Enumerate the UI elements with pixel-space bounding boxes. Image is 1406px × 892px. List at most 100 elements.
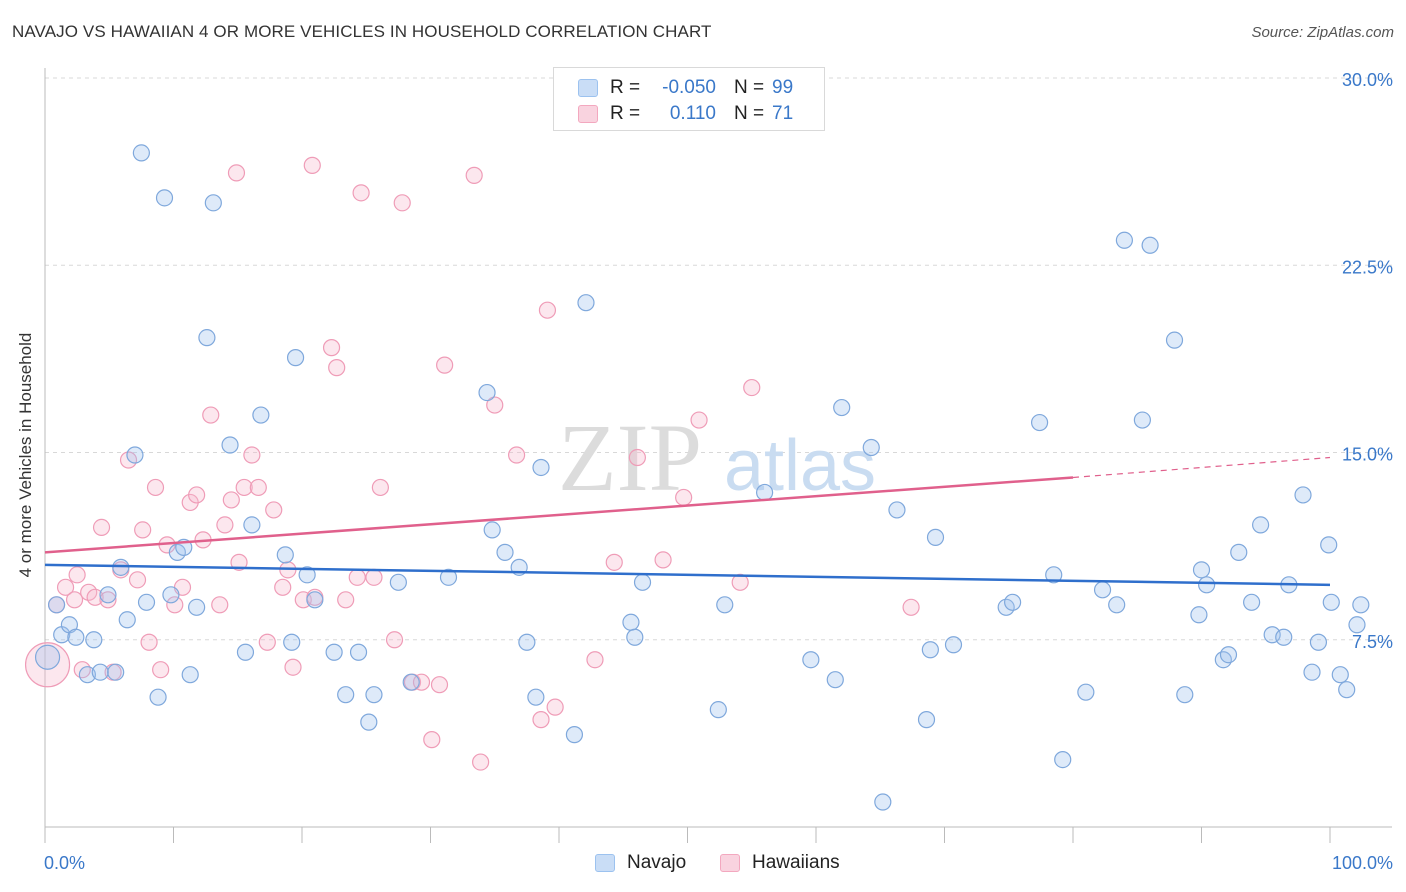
navajo-point (107, 663, 125, 681)
correlation-legend: R = -0.050 N = 99 R = 0.110 N = 71 (553, 67, 825, 131)
r-value: -0.050 (662, 77, 716, 98)
hawaiian-point (628, 448, 646, 467)
navajo-point (360, 713, 378, 731)
hawaiian-point (265, 501, 283, 519)
hawaiian-point (654, 551, 672, 569)
tick-labels: 7.5% 15.0% 22.5% 30.0% 0.0% 100.0% (44, 70, 1393, 873)
hawaiian-point (303, 156, 321, 174)
navajo-point (622, 613, 640, 631)
navajo-point (91, 663, 109, 681)
navajo-point (1045, 566, 1063, 584)
hawaiian-point (532, 711, 550, 729)
n-label: N = (734, 77, 765, 98)
navajo-point (99, 586, 117, 604)
n-label: N = (734, 103, 765, 124)
legend-row-navajo: R = -0.050 N = 99 (578, 76, 793, 100)
x-tick-label: 0.0% (44, 853, 85, 873)
hawaiian-point (216, 516, 234, 534)
hawaiian-point (328, 359, 346, 377)
navajo-point (862, 438, 880, 457)
navajo-point (518, 633, 536, 651)
hawaiian-point (146, 478, 165, 497)
navajo-point (921, 641, 939, 659)
navajo-point (198, 329, 216, 347)
hawaiian-point (230, 553, 248, 571)
legend-item-hawaiians[interactable]: Hawaiians (720, 852, 840, 874)
hawaiian-point (743, 378, 761, 397)
navajo-point (1338, 681, 1356, 699)
navajo-point (47, 596, 66, 614)
navajo-point (1309, 633, 1328, 651)
navajo-point (1115, 231, 1134, 249)
navajo-point (1230, 543, 1248, 561)
hawaiian-point (166, 596, 184, 614)
navajo-point (1004, 593, 1022, 611)
hawaiian-point (465, 166, 483, 184)
hawaiian-point (73, 661, 91, 679)
navajo-point (527, 688, 545, 706)
navajo-swatch (595, 854, 615, 872)
navajo-point (306, 591, 324, 609)
navajo-point (483, 521, 501, 539)
hawaiian-point (337, 591, 355, 609)
hawaiian-point (227, 164, 246, 182)
navajo-point (1322, 593, 1340, 611)
navajo-point (402, 673, 420, 691)
navajo-point (236, 643, 255, 661)
hawaiian-point (365, 568, 383, 586)
legend-row-hawaiians: R = 0.110 N = 71 (578, 102, 793, 126)
navajo-point (126, 446, 144, 464)
hawaiian-point (235, 478, 253, 497)
hawaiian-point (902, 598, 920, 616)
legend-label-navajo: Navajo (627, 852, 687, 873)
navajo-point (1331, 666, 1349, 684)
hawaiian-point (65, 591, 84, 609)
navajo-point (917, 711, 936, 729)
navajo-point (389, 573, 407, 591)
y-tick-label: 22.5% (1342, 257, 1393, 277)
navajo-point (1320, 536, 1338, 554)
hawaiian-point (274, 578, 292, 596)
navajo-point (162, 586, 180, 604)
hawaiian-point (92, 518, 111, 537)
navajo-point (365, 686, 383, 704)
navajo-point (802, 651, 820, 669)
navajo-point (926, 528, 945, 546)
legend-item-navajo[interactable]: Navajo (595, 852, 686, 874)
navajo-point (626, 628, 644, 646)
hawaiian-point (371, 478, 389, 497)
navajo-point (188, 598, 206, 616)
hawaiian-point (140, 633, 158, 651)
watermark-zip: ZIP (558, 404, 702, 511)
y-tick-label: 15.0% (1342, 445, 1393, 465)
gridlines (45, 77, 1392, 641)
hawaiian-point (675, 488, 693, 507)
hawaiian-point (86, 588, 104, 606)
navajo-point (337, 686, 355, 704)
navajo-point (34, 644, 61, 670)
navajo-point (155, 189, 174, 207)
hawaiian-trend-line (44, 476, 1074, 554)
hawaiian-point (322, 339, 341, 357)
navajo-point (1352, 596, 1370, 614)
hawaiian-point (690, 411, 708, 429)
r-label: R = (610, 77, 641, 98)
hawaiian-point (284, 658, 302, 676)
navajo-point (221, 436, 239, 454)
hawaiian-point (243, 446, 261, 464)
hawaiian-point (249, 478, 267, 497)
hawaiian-point (436, 356, 454, 374)
navajo-point (888, 501, 906, 519)
navajo-points (34, 144, 1370, 811)
source-credit: Source: ZipAtlas.com (1251, 24, 1394, 41)
navajo-point (755, 483, 774, 502)
hawaiian-point (348, 568, 366, 586)
hawaiian-point (586, 651, 604, 669)
navajo-point (1294, 486, 1312, 504)
navajo-point (1348, 616, 1366, 634)
navajo-point (286, 349, 305, 367)
legend-label-hawaiians: Hawaiians (752, 852, 840, 873)
hawaiian-point (222, 491, 240, 509)
navajo-point (252, 406, 270, 424)
